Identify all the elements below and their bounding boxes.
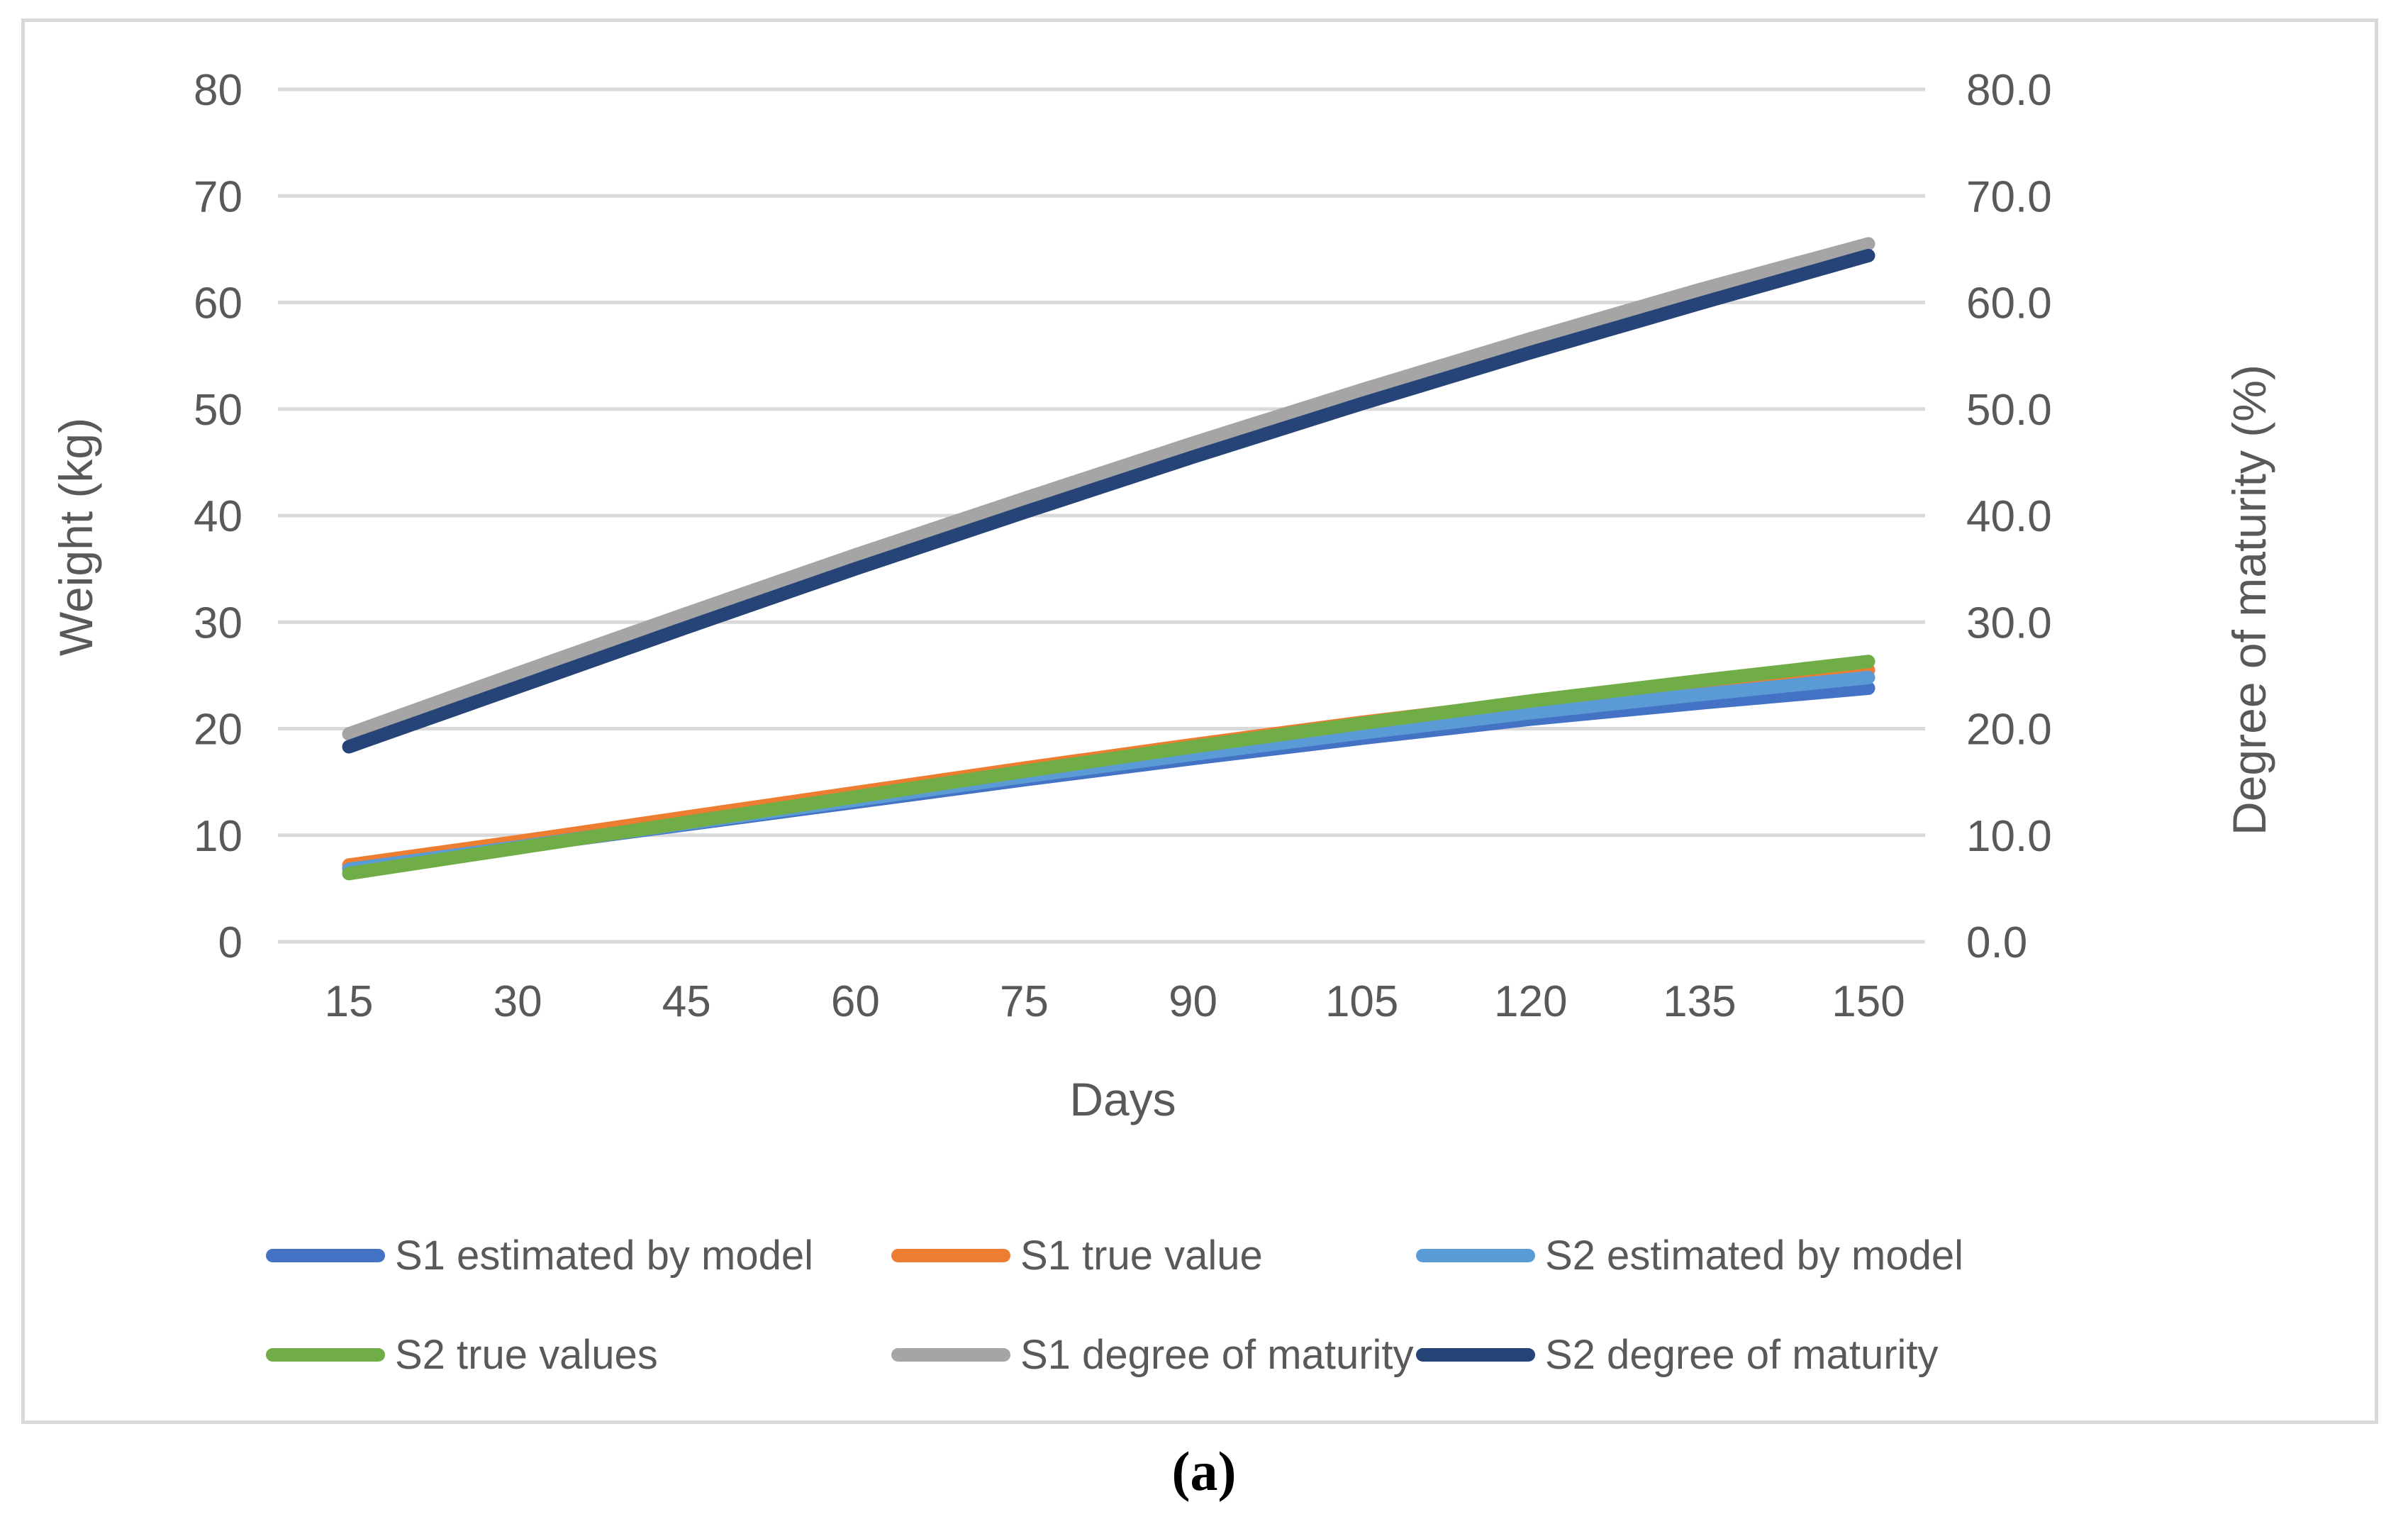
x-axis-labels: 15 30 45 60 75 90 105 120 135 150 [325, 977, 1905, 1026]
series-line-s1-degree-of-maturity [342, 237, 1875, 741]
svg-text:30: 30 [494, 977, 542, 1026]
svg-text:75: 75 [1000, 977, 1049, 1026]
svg-text:0: 0 [218, 918, 243, 967]
legend-item-s2-estimated: S2 estimated by model [1416, 1232, 1963, 1279]
svg-text:10: 10 [194, 812, 243, 861]
svg-text:15: 15 [325, 977, 374, 1026]
legend-label-s1-true: S1 true value [1020, 1232, 1263, 1279]
legend-label-s2-maturity: S2 degree of maturity [1545, 1331, 1939, 1378]
legend-label-s1-maturity: S1 degree of maturity [1020, 1331, 1414, 1378]
y-axis-labels-left: 80 70 60 50 40 30 20 10 0 [194, 66, 243, 967]
svg-text:80.0: 80.0 [1966, 66, 2052, 115]
svg-text:135: 135 [1663, 977, 1736, 1026]
svg-text:50.0: 50.0 [1966, 386, 2052, 435]
legend-item-s2-true: S2 true values [266, 1331, 658, 1378]
legend-item-s1-true: S1 true value [891, 1232, 1263, 1279]
svg-text:120: 120 [1494, 977, 1567, 1026]
legend-label-s2-true: S2 true values [395, 1331, 658, 1378]
svg-text:70: 70 [194, 172, 243, 221]
svg-text:60: 60 [831, 977, 880, 1026]
legend-swatch-s2-true [266, 1347, 385, 1362]
svg-text:60: 60 [194, 279, 243, 328]
legend-item-s1-estimated: S1 estimated by model [266, 1232, 813, 1279]
svg-text:30.0: 30.0 [1966, 599, 2052, 647]
svg-text:40.0: 40.0 [1966, 492, 2052, 541]
legend-label-s1-estimated: S1 estimated by model [395, 1232, 813, 1279]
gridlines [278, 87, 1925, 944]
figure-panel: 80 70 60 50 40 30 20 10 0 80.0 70.0 60.0 50.0 40.0 30.… [21, 18, 2378, 1424]
series-lines [342, 237, 1875, 881]
figure-caption: (a) [1171, 1440, 1237, 1502]
legend-swatch-s2-estimated [1416, 1248, 1535, 1262]
svg-text:20: 20 [194, 706, 243, 755]
legend-item-s1-maturity: S1 degree of maturity [891, 1331, 1414, 1378]
svg-text:150: 150 [1832, 977, 1905, 1026]
svg-text:45: 45 [662, 977, 711, 1026]
svg-text:20.0: 20.0 [1966, 706, 2052, 755]
svg-text:90: 90 [1169, 977, 1217, 1026]
svg-text:60.0: 60.0 [1966, 279, 2052, 328]
series-line-s2-degree-of-maturity [342, 248, 1875, 754]
legend-swatch-s2-maturity [1416, 1347, 1535, 1362]
legend-swatch-s1-maturity [891, 1347, 1010, 1362]
legend-item-s2-maturity: S2 degree of maturity [1416, 1331, 1939, 1378]
x-axis-title: Days [1069, 1073, 1176, 1125]
y-axis-title-right: Degree of maturity (%) [2223, 365, 2275, 835]
legend-swatch-s1-estimated [266, 1248, 385, 1262]
line-chart-canvas: 80 70 60 50 40 30 20 10 0 80.0 70.0 60.0 50.0 40.0 30.… [50, 66, 2275, 1125]
svg-text:0.0: 0.0 [1966, 918, 2027, 967]
svg-text:40: 40 [194, 492, 243, 541]
svg-text:80: 80 [194, 66, 243, 115]
legend-label-s2-estimated: S2 estimated by model [1545, 1232, 1963, 1279]
svg-text:70.0: 70.0 [1966, 172, 2052, 221]
svg-text:10.0: 10.0 [1966, 812, 2052, 861]
svg-text:50: 50 [194, 386, 243, 435]
y-axis-title-left: Weight (kg) [50, 418, 102, 656]
series-line-s2-true-values [342, 655, 1875, 881]
y-axis-labels-right: 80.0 70.0 60.0 50.0 40.0 30.0 20.0 10.0 0.0 [1966, 66, 2052, 967]
svg-text:105: 105 [1325, 977, 1398, 1026]
svg-text:30: 30 [194, 599, 243, 647]
legend-swatch-s1-true [891, 1248, 1010, 1262]
